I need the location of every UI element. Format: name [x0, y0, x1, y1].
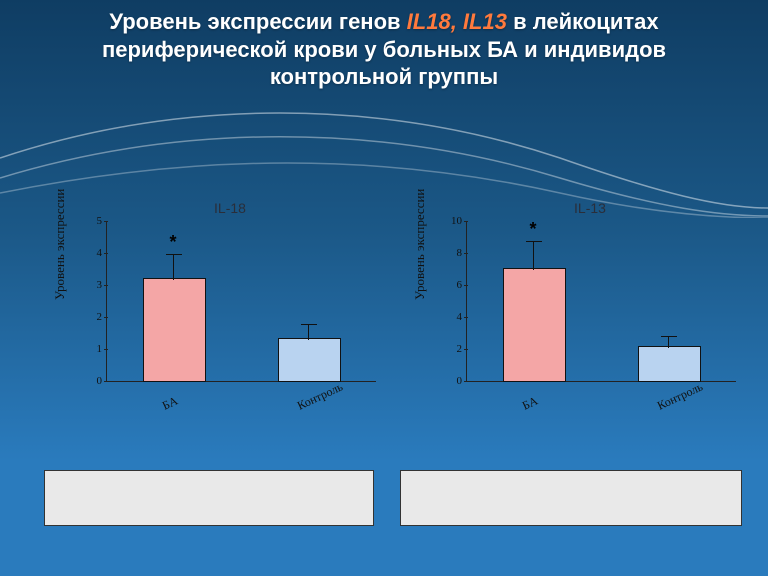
- y-axis: [466, 222, 467, 382]
- y-axis-label: Уровень экспрессии: [412, 189, 428, 300]
- caption-box-left: [44, 470, 374, 526]
- slide-title: Уровень экспрессии генов IL18, IL13 в ле…: [34, 8, 734, 91]
- x-category-label: Контроль: [655, 379, 705, 413]
- title-genes: IL18, IL13: [407, 9, 507, 34]
- y-tick: 8: [448, 247, 462, 259]
- slide: Уровень экспрессии генов IL18, IL13 в ле…: [0, 0, 768, 576]
- x-category-label: БА: [160, 393, 180, 413]
- y-axis-label: Уровень экспрессии: [52, 189, 68, 300]
- bar: [143, 278, 206, 382]
- bar: [503, 268, 566, 382]
- y-tick: 2: [448, 343, 462, 355]
- significance-marker: *: [530, 219, 537, 240]
- error-cap: [166, 254, 182, 255]
- bar: [638, 346, 701, 382]
- chart-il13: IL-13 0246810БА*Контроль Уровень экспрес…: [420, 200, 760, 440]
- error-cap: [301, 324, 317, 325]
- error-bar: [668, 336, 669, 349]
- chart-il18: IL-18 012345БА*Контроль Уровень экспресс…: [60, 200, 400, 440]
- y-tick: 4: [88, 247, 102, 259]
- bar: [278, 338, 341, 382]
- error-cap: [526, 241, 542, 242]
- chart-title: IL-13: [420, 200, 760, 216]
- y-tick: 1: [88, 343, 102, 355]
- y-tick: 0: [448, 375, 462, 387]
- y-tick: 0: [88, 375, 102, 387]
- y-tick: 6: [448, 279, 462, 291]
- error-bar: [173, 254, 174, 280]
- chart-title: IL-18: [60, 200, 400, 216]
- y-axis: [106, 222, 107, 382]
- y-tick: 2: [88, 311, 102, 323]
- y-tick: 10: [448, 215, 462, 227]
- y-tick: 5: [88, 215, 102, 227]
- error-bar: [308, 324, 309, 340]
- x-category-label: БА: [520, 393, 540, 413]
- plot-area: 012345БА*Контроль: [106, 222, 376, 382]
- caption-box-right: [400, 470, 742, 526]
- error-bar: [533, 241, 534, 270]
- y-tick: 4: [448, 311, 462, 323]
- significance-marker: *: [170, 232, 177, 253]
- y-tick: 3: [88, 279, 102, 291]
- x-category-label: Контроль: [295, 379, 345, 413]
- plot-area: 0246810БА*Контроль: [466, 222, 736, 382]
- title-pre: Уровень экспрессии генов: [109, 9, 406, 34]
- error-cap: [661, 336, 677, 337]
